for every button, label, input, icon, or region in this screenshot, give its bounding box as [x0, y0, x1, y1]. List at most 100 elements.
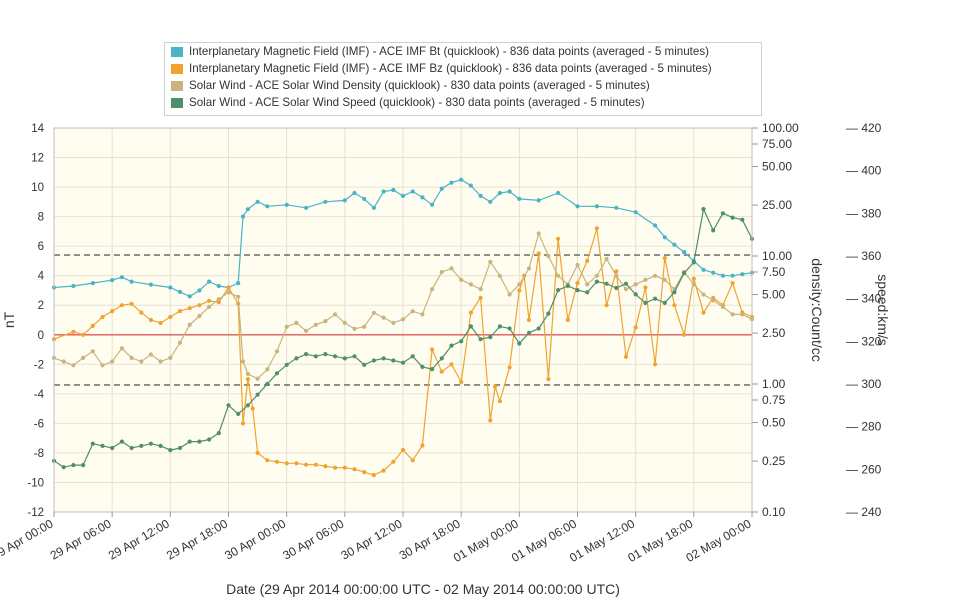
data-point	[643, 277, 648, 282]
data-point	[177, 445, 183, 451]
data-point	[536, 231, 541, 236]
data-point	[255, 392, 260, 397]
y-right2-tick-label: — 420	[846, 121, 882, 135]
data-point	[90, 281, 95, 286]
data-point	[730, 273, 735, 278]
data-point	[236, 294, 241, 299]
data-point	[720, 273, 726, 278]
data-point	[371, 358, 376, 363]
data-point	[90, 323, 95, 328]
x-tick-label: 29 Apr 18:00	[164, 516, 230, 562]
legend-item-speed[interactable]: Solar Wind - ACE Solar Wind Speed (quick…	[171, 96, 755, 113]
data-point	[245, 371, 250, 376]
data-point	[497, 190, 502, 196]
data-point	[342, 320, 347, 325]
data-point	[430, 367, 435, 372]
data-point	[730, 215, 735, 220]
data-point	[546, 253, 551, 259]
data-point	[110, 445, 115, 451]
data-point	[420, 195, 425, 200]
y-right2-axis-label: speed:km/s	[875, 274, 891, 346]
data-point	[168, 355, 173, 360]
y-right1-tick-label: 5.00	[762, 288, 786, 302]
data-point	[168, 448, 173, 453]
data-point	[400, 447, 406, 453]
data-point	[691, 260, 696, 265]
data-point	[187, 306, 192, 311]
data-point	[333, 354, 338, 359]
data-point	[81, 332, 86, 337]
y-left-tick-label: -2	[34, 359, 44, 371]
data-point	[623, 287, 629, 292]
data-point	[653, 273, 658, 278]
data-point	[226, 403, 231, 408]
data-point	[371, 205, 376, 210]
data-point	[197, 303, 202, 308]
data-point	[556, 288, 561, 293]
data-point	[139, 443, 144, 448]
data-point	[245, 403, 250, 408]
data-point	[352, 190, 357, 196]
data-point	[342, 356, 347, 361]
data-point	[216, 431, 221, 436]
data-point	[197, 439, 202, 444]
legend-label-density: Solar Wind - ACE Solar Wind Density (qui…	[189, 79, 650, 92]
data-point	[362, 196, 367, 201]
y-left-tick-label: 14	[31, 123, 44, 135]
data-point	[226, 285, 231, 290]
data-point	[740, 272, 745, 277]
series-2	[51, 231, 755, 381]
data-point	[342, 198, 347, 203]
y-left-axis-label: nT	[1, 311, 17, 328]
data-point	[468, 282, 473, 287]
data-point	[381, 356, 386, 361]
chart-legend: Interplanetary Magnetic Field (IMF) - AC…	[164, 42, 762, 116]
y-right1-axis-label: density:Count/cc	[809, 258, 825, 362]
y-right1-tick-label: 2.50	[762, 326, 786, 340]
data-point	[100, 443, 105, 448]
data-point	[61, 465, 66, 470]
data-point	[207, 304, 212, 309]
data-point	[129, 301, 134, 306]
x-tick-label: 29 Apr 00:00	[0, 516, 56, 562]
data-point	[129, 445, 134, 451]
data-point	[459, 339, 464, 344]
data-point	[177, 340, 183, 345]
data-point	[740, 217, 745, 222]
legend-item-bt[interactable]: Interplanetary Magnetic Field (IMF) - AC…	[171, 45, 755, 62]
legend-item-bz[interactable]: Interplanetary Magnetic Field (IMF) - AC…	[171, 62, 755, 79]
data-point	[274, 371, 280, 376]
data-point	[672, 242, 677, 247]
data-point	[633, 282, 638, 287]
data-point	[420, 364, 425, 369]
data-point	[439, 369, 444, 374]
data-point	[507, 292, 512, 297]
data-point	[468, 183, 473, 188]
data-point	[497, 324, 502, 329]
legend-label-speed: Solar Wind - ACE Solar Wind Speed (quick…	[189, 96, 645, 109]
data-point	[352, 354, 357, 359]
data-point	[662, 300, 667, 305]
data-point	[207, 279, 212, 284]
data-point	[488, 418, 493, 423]
data-point	[623, 354, 629, 359]
data-point	[565, 283, 570, 288]
data-point	[488, 259, 493, 264]
data-point	[585, 258, 590, 263]
data-point	[585, 282, 590, 287]
data-point	[129, 279, 134, 284]
y-right1-tick-label: 1.00	[762, 377, 786, 391]
data-point	[711, 298, 716, 303]
data-point	[187, 294, 192, 299]
data-point	[604, 303, 609, 308]
data-point	[730, 281, 735, 286]
data-point	[304, 328, 309, 333]
data-point	[623, 281, 629, 286]
data-point	[274, 459, 280, 464]
legend-item-density[interactable]: Solar Wind - ACE Solar Wind Density (qui…	[171, 79, 755, 96]
y-right1-tick-label: 0.50	[762, 416, 786, 430]
data-point	[662, 277, 667, 282]
data-point	[187, 439, 192, 444]
data-point	[333, 465, 338, 470]
data-point	[304, 205, 309, 210]
